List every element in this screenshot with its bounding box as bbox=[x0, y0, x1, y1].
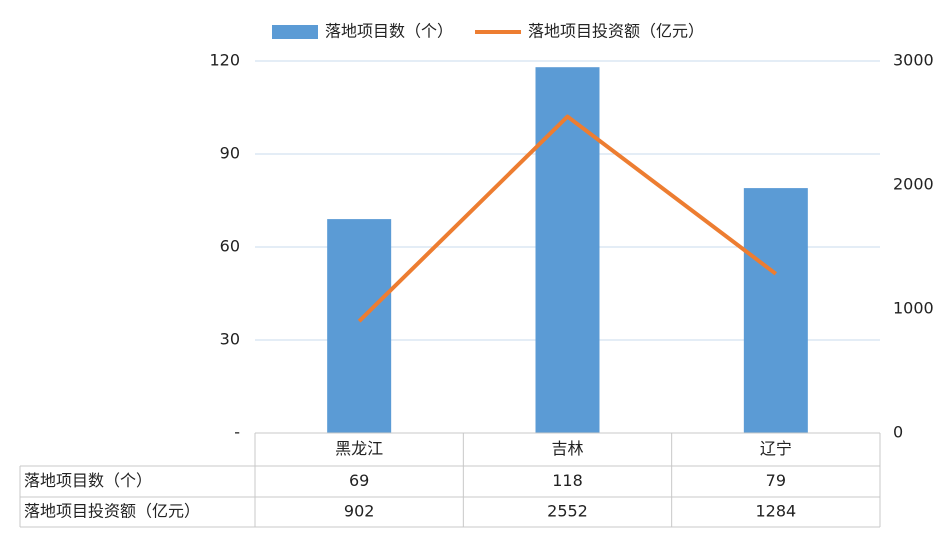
x-tick-label: 吉林 bbox=[551, 439, 583, 458]
x-tick-label: 辽宁 bbox=[760, 439, 792, 458]
y2-tick-label: 1000 bbox=[893, 299, 934, 318]
line-series bbox=[357, 114, 778, 323]
table-cell: 118 bbox=[552, 471, 583, 490]
y2-tick-label: 2000 bbox=[893, 175, 934, 194]
bar bbox=[743, 188, 808, 433]
table-row-label: 落地项目数（个） bbox=[24, 471, 152, 490]
bar bbox=[535, 67, 600, 433]
table-cell: 902 bbox=[344, 502, 375, 521]
y-tick-label: 60 bbox=[220, 237, 240, 256]
bar bbox=[327, 219, 392, 433]
legend-label: 落地项目投资额（亿元） bbox=[528, 22, 704, 41]
y-tick-label: 30 bbox=[220, 330, 240, 349]
legend-swatch bbox=[272, 25, 318, 39]
table-row-label: 落地项目投资额（亿元） bbox=[24, 502, 200, 521]
x-tick-label: 黑龙江 bbox=[335, 439, 383, 458]
table-cell: 79 bbox=[766, 471, 786, 490]
y-tick-label: 90 bbox=[220, 144, 240, 163]
table-cell: 1284 bbox=[755, 502, 796, 521]
y2-tick-label: 3000 bbox=[893, 51, 934, 70]
legend-label: 落地项目数（个） bbox=[325, 22, 453, 41]
y2-tick-label: 0 bbox=[893, 423, 903, 442]
table-cell: 2552 bbox=[547, 502, 588, 521]
table-cell: 69 bbox=[349, 471, 369, 490]
y-tick-label: - bbox=[234, 423, 240, 442]
y-tick-label: 120 bbox=[209, 51, 240, 70]
